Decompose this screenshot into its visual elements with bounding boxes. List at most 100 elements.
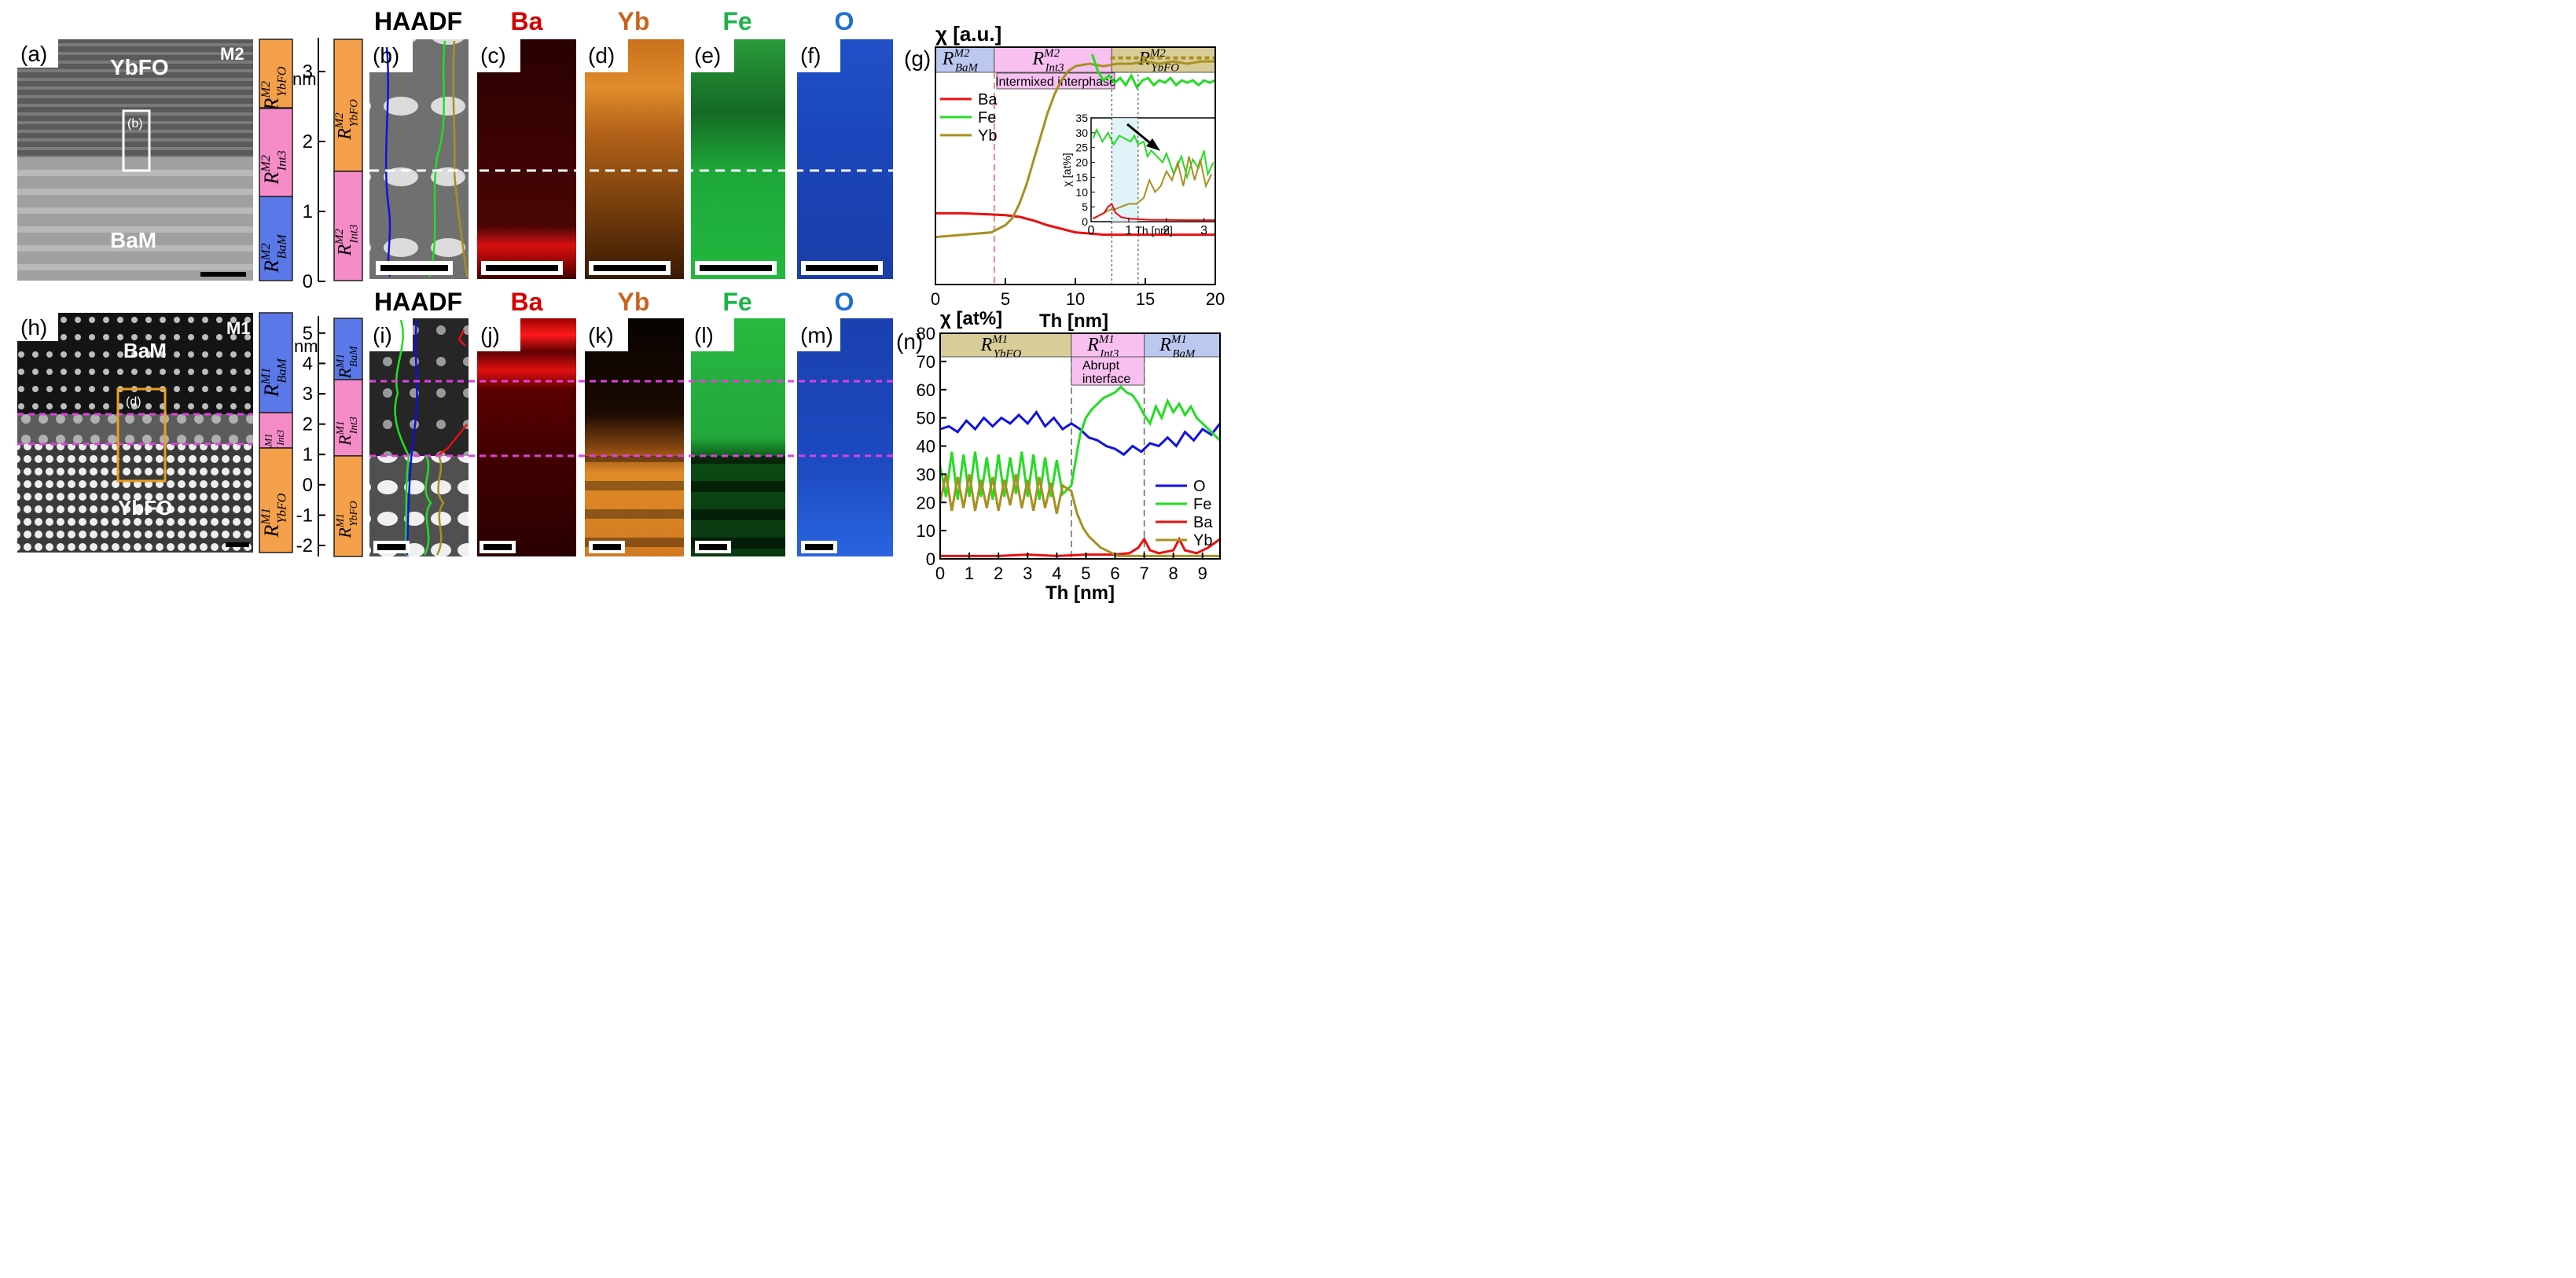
- region-symbol: RM1 BaM: [1159, 333, 1196, 361]
- legend-label: O: [1193, 478, 1206, 495]
- map-label: (i): [373, 323, 392, 347]
- map-header: HAADF: [374, 7, 462, 35]
- tick-label: 5: [303, 323, 313, 344]
- map-yb-d: [585, 39, 684, 279]
- map-label: (d): [588, 43, 615, 68]
- region-block: [259, 412, 293, 449]
- tick-label: 4: [1052, 564, 1061, 583]
- tick-label: 3: [1023, 564, 1032, 583]
- inset-tick-label: 1: [1125, 224, 1132, 237]
- scale-bar: [200, 272, 246, 277]
- tick-label: 5: [1001, 289, 1010, 309]
- region-symbol: RM1 YbFO: [259, 493, 288, 538]
- map-header: O: [835, 7, 854, 35]
- region-block: [259, 39, 293, 108]
- inset-tick-label: 0: [1088, 224, 1095, 237]
- map-labels-bottom: (i) (j) (k) (l) (m): [373, 323, 833, 347]
- legend-label: Yb: [1193, 532, 1212, 549]
- tick-label: 2: [303, 131, 313, 152]
- map-headers-bottom: HAADF Ba Yb Fe O: [374, 288, 854, 316]
- chart-xlabel: Th [nm]: [1045, 582, 1115, 604]
- scale-bar: [226, 542, 249, 547]
- region-band: [994, 46, 1112, 73]
- region-text: RM2 BaM: [942, 47, 979, 75]
- tick-label: 15: [1136, 289, 1155, 309]
- sample-label: M1: [226, 318, 251, 338]
- region-column-bottom: RM1 BaM RM1 Int3 RM1 YbFO: [333, 318, 363, 557]
- map-label: (f): [800, 43, 821, 68]
- tick-label: 0: [931, 289, 940, 309]
- o-profile-line: [384, 46, 391, 277]
- roi-label: (d): [126, 395, 141, 409]
- tick-label: 0: [926, 549, 935, 569]
- tick-label: 70: [917, 352, 935, 372]
- region-block: [333, 318, 363, 380]
- region-block: [333, 455, 363, 557]
- map-label: (c): [480, 43, 506, 68]
- map-headers-top: HAADF Ba Yb Fe O: [374, 7, 854, 35]
- region-text: RM1 YbFO: [980, 333, 1022, 361]
- region-text: RM1 YbFO: [334, 501, 359, 538]
- tick-label: 60: [917, 380, 935, 400]
- map-labels-top: (b) (c) (d) (e) (f): [373, 43, 821, 68]
- film-label: BaM: [123, 339, 167, 362]
- series-ba: [935, 211, 1215, 237]
- legend-label: Fe: [978, 109, 996, 127]
- map-ba-j: [477, 318, 576, 556]
- x-axis: 0 5 10 15 20: [931, 278, 1225, 309]
- chart-panel-label: (n): [896, 329, 923, 354]
- legend-label: Yb: [978, 127, 997, 145]
- region-text: RM2 Int3: [1032, 47, 1064, 75]
- tick-label: 9: [1198, 564, 1207, 583]
- roi-box: [116, 387, 167, 483]
- map-label: (k): [588, 323, 614, 347]
- panel-label: (h): [20, 315, 47, 340]
- region-symbol: RM1 YbFO: [334, 501, 359, 538]
- map-header: Yb: [618, 288, 650, 316]
- map-header: O: [835, 288, 854, 316]
- region-text: RM1 YbFO: [259, 493, 288, 538]
- map-header: Ba: [511, 7, 543, 35]
- region-symbol: RM2 Int3: [259, 150, 288, 185]
- region-symbol: RM2 YbFO: [333, 99, 361, 141]
- legend-label: Fe: [1193, 496, 1211, 513]
- inset-tick-label: 5: [1082, 200, 1088, 213]
- inset-tick-label: 10: [1075, 185, 1088, 198]
- depth-axis-bottom: -2 -1 0 1 2 3 4 5nm: [294, 316, 325, 556]
- region-symbol: RM2 YbFO: [259, 66, 288, 111]
- tick-label: 20: [1206, 289, 1225, 309]
- region-bands: RM2 BaM RM2 Int3 RM2 YbFO: [935, 46, 1216, 285]
- region-column-top: RM2 YbFO RM2 Int3: [333, 39, 363, 281]
- map-o-f: [797, 39, 893, 279]
- depth-axis-top: 0 1 2 3nm: [292, 38, 325, 292]
- region-text: RM2 BaM: [259, 233, 288, 274]
- plot-area: [935, 53, 1216, 239]
- inset-series-fe: [1092, 127, 1215, 180]
- tick-label: 6: [1110, 564, 1119, 583]
- region-band: [935, 46, 995, 73]
- legend-label: Ba: [1193, 514, 1213, 531]
- tick-label: 0: [303, 271, 313, 292]
- region-symbol: RM1 BaM: [334, 346, 359, 380]
- inset-tick-label: 3: [1200, 224, 1207, 237]
- fe-profile-line: [394, 319, 410, 556]
- inset-tick-label: 0: [1082, 215, 1088, 228]
- arrow-head-icon: [1146, 138, 1160, 151]
- tick-label: 1: [303, 444, 313, 465]
- region-band: [1111, 46, 1216, 73]
- tick-label: 2: [994, 564, 1003, 583]
- inset-ylabel: χ [at%]: [1060, 152, 1073, 186]
- region-text: RM1 BaM: [259, 358, 288, 398]
- o-profile-line: [406, 319, 418, 556]
- inset-series-yb: [1092, 156, 1213, 220]
- map-fe-e: [691, 39, 785, 279]
- axes: 0 1 2 3 4 5 6 7 8 9 0 10 20 30 40 50 60 70 80: [917, 324, 1207, 583]
- region-band: [1144, 332, 1221, 358]
- tick-label: 40: [917, 437, 935, 457]
- panel-h: (h) M1 BaM YbFO (d): [17, 313, 253, 553]
- map-haadf-b: [369, 39, 469, 279]
